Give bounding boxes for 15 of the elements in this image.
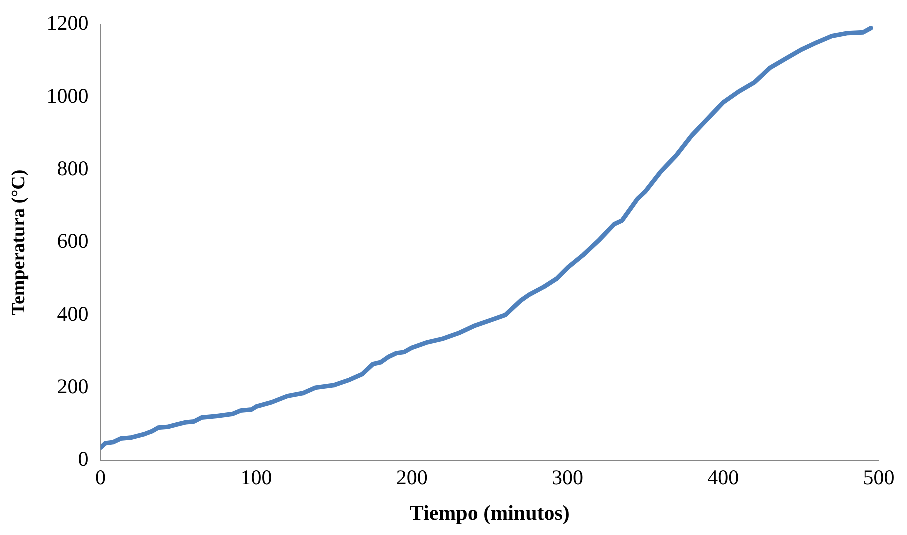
x-tick-label: 500 [863, 466, 895, 490]
y-tick-label: 0 [78, 447, 89, 472]
x-tick-label: 200 [396, 466, 428, 490]
x-tick-label: 400 [708, 466, 740, 490]
x-tick-label: 0 [96, 466, 106, 490]
x-tick-label: 100 [240, 466, 272, 490]
x-tick-label: 300 [552, 466, 584, 490]
y-tick-label: 600 [57, 229, 89, 254]
y-tick-label: 200 [57, 374, 89, 398]
x-axis-title: Tiempo (minutos) [410, 500, 570, 525]
y-tick-label: 400 [57, 302, 89, 326]
y-tick-label: 1200 [46, 11, 89, 36]
y-tick-label: 800 [57, 156, 89, 180]
y-tick-label: 1000 [46, 84, 89, 108]
y-axis-title: Temperatura (°C) [8, 170, 30, 316]
